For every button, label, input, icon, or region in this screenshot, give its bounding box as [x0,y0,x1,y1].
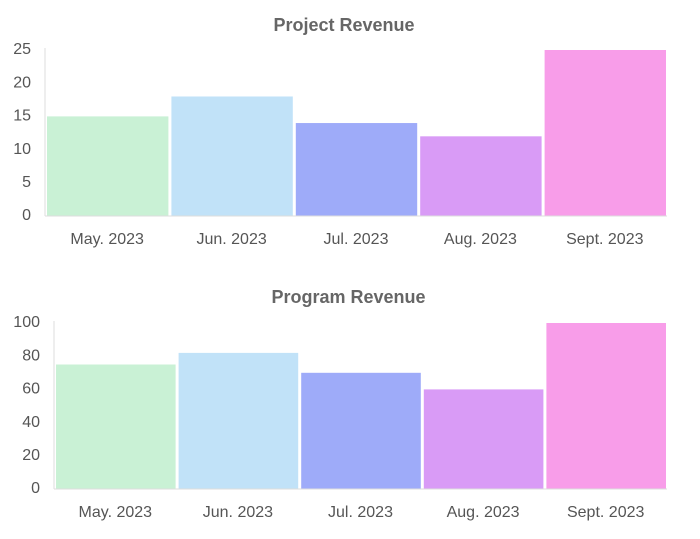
x-tick-label: May. 2023 [79,504,153,521]
bar [301,372,421,489]
chart-title: Project Revenue [273,15,414,35]
x-tick-label: May. 2023 [70,231,144,248]
y-tick-label: 100 [13,314,40,331]
chart-title: Program Revenue [271,287,425,307]
y-tick-label: 0 [31,480,40,497]
x-tick-label: Jun. 2023 [196,231,266,248]
x-tick-label: Aug. 2023 [447,504,520,521]
bar [544,50,666,216]
x-tick-label: Jul. 2023 [324,231,389,248]
x-tick-label: Jul. 2023 [328,504,393,521]
bar [295,123,418,216]
y-tick-label: 60 [22,381,40,398]
x-tick-label: Sept. 2023 [566,231,644,248]
y-tick-label: 15 [13,108,31,125]
y-tick-label: 25 [13,41,31,58]
y-tick-label: 5 [22,174,31,191]
x-tick-label: Sept. 2023 [567,504,645,521]
y-tick-label: 40 [22,414,40,431]
bar [423,389,544,489]
bar [56,364,176,489]
bar [546,323,666,489]
y-tick-label: 20 [22,447,40,464]
y-tick-label: 10 [13,141,31,158]
y-tick-label: 0 [22,207,31,224]
y-tick-label: 80 [22,347,40,364]
x-tick-label: Aug. 2023 [444,231,517,248]
bar [171,96,293,216]
y-tick-label: 20 [13,74,31,91]
bar [178,352,299,489]
bar [420,136,542,216]
x-tick-label: Jun. 2023 [203,504,273,521]
bar [47,116,169,216]
